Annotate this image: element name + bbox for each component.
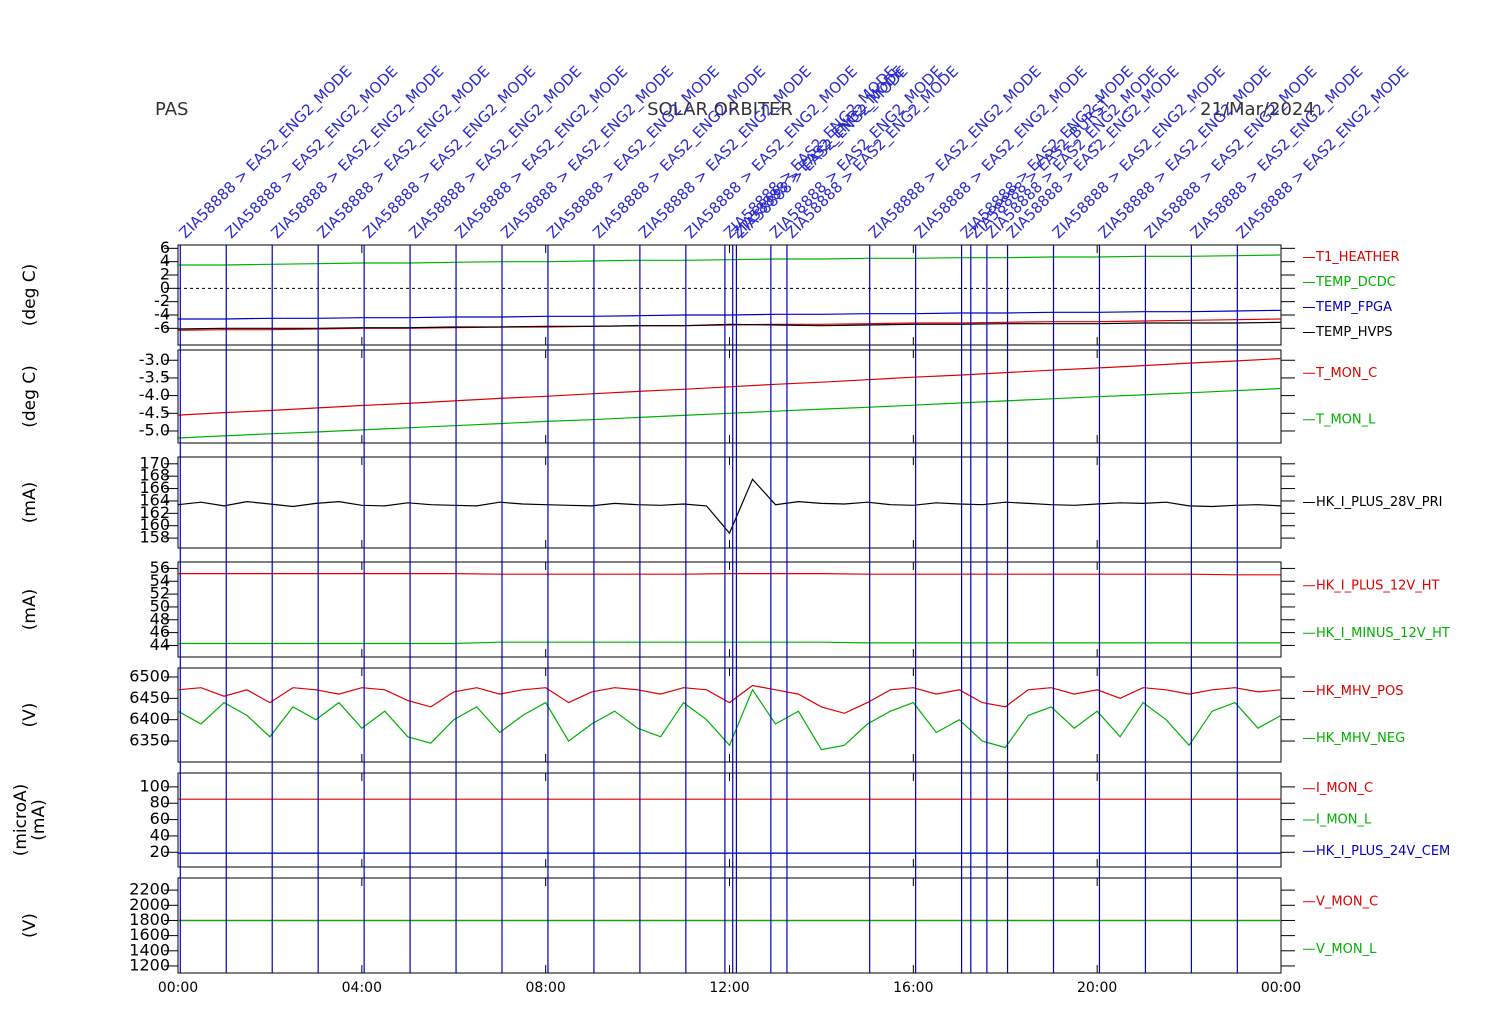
series-line bbox=[178, 309, 1282, 320]
y-tick-label: 6 bbox=[160, 238, 170, 257]
legend-label: HK_I_PLUS_24V_CEM bbox=[1316, 844, 1450, 859]
header-center: SOLAR ORBITER bbox=[647, 99, 793, 120]
series-line bbox=[178, 573, 1281, 576]
y-tick-label: 4 bbox=[160, 251, 170, 270]
y-tick-label: 2000 bbox=[129, 895, 170, 914]
header-right: 21/Mar/2024 bbox=[1200, 99, 1315, 120]
y-axis-label: (microA) bbox=[11, 784, 31, 857]
series-line bbox=[177, 357, 1282, 416]
legend-label: I_MON_L bbox=[1316, 813, 1372, 828]
y-tick-label: -4.0 bbox=[139, 385, 170, 404]
series-line bbox=[178, 254, 1282, 266]
y-tick-label: 44 bbox=[150, 635, 170, 654]
y-tick-label: 100 bbox=[139, 776, 170, 795]
legend-label: TEMP_DCDC bbox=[1315, 275, 1396, 290]
legend-label: T_MON_C bbox=[1315, 366, 1377, 381]
y-tick-label: 80 bbox=[150, 793, 170, 812]
y-axis-label: (mA) bbox=[29, 799, 49, 840]
y-tick-label: 162 bbox=[139, 503, 170, 522]
y-tick-label: 48 bbox=[150, 609, 170, 628]
y-tick-label: 1800 bbox=[129, 910, 170, 929]
y-axis-label: (deg C) bbox=[20, 264, 40, 327]
y-axis-label: (deg C) bbox=[20, 365, 40, 428]
x-tick-label: 12:00 bbox=[709, 980, 749, 996]
legend-label: TEMP_HVPS bbox=[1315, 325, 1392, 340]
y-tick-label: 168 bbox=[139, 466, 170, 485]
x-tick-label: 00:00 bbox=[158, 980, 198, 996]
legend-label: HK_I_MINUS_12V_HT bbox=[1316, 626, 1450, 641]
y-tick-label: 46 bbox=[150, 622, 170, 641]
y-tick-label: -6 bbox=[154, 318, 170, 337]
x-tick-label: 00:00 bbox=[1261, 980, 1301, 996]
y-tick-label: 50 bbox=[150, 596, 170, 615]
legend-label: HK_I_PLUS_28V_PRI bbox=[1316, 495, 1442, 510]
series-line bbox=[177, 478, 1282, 535]
legend-label: V_MON_C bbox=[1316, 894, 1378, 909]
legend-label: I_MON_C bbox=[1316, 781, 1373, 796]
y-tick-label: 166 bbox=[139, 478, 170, 497]
header-left: PAS bbox=[155, 99, 188, 120]
y-tick-label: 56 bbox=[150, 558, 170, 577]
series-line bbox=[178, 641, 1281, 645]
series-line bbox=[177, 684, 1282, 714]
y-tick-label: 40 bbox=[150, 825, 170, 844]
y-tick-label: 20 bbox=[150, 842, 170, 861]
y-tick-label: -4.5 bbox=[139, 403, 170, 422]
y-tick-label: -3.0 bbox=[139, 350, 170, 369]
x-tick-label: 20:00 bbox=[1077, 980, 1117, 996]
y-axis-label: (V) bbox=[20, 913, 40, 938]
y-tick-label: 158 bbox=[139, 528, 170, 547]
y-axis-label: (mA) bbox=[20, 482, 40, 523]
y-tick-label: 1600 bbox=[129, 925, 170, 944]
y-tick-label: 54 bbox=[150, 571, 170, 590]
x-tick-label: 16:00 bbox=[893, 980, 933, 996]
series-line bbox=[177, 321, 1282, 330]
y-tick-label: 60 bbox=[150, 809, 170, 828]
y-tick-label: -3.5 bbox=[139, 367, 170, 386]
y-tick-label: 160 bbox=[139, 515, 170, 534]
y-tick-label: 52 bbox=[150, 584, 170, 603]
y-tick-label: 164 bbox=[139, 490, 170, 509]
y-tick-label: 170 bbox=[139, 453, 170, 472]
legend-label: T1_HEATHER bbox=[1315, 250, 1400, 265]
x-tick-label: 08:00 bbox=[525, 980, 565, 996]
panel-frame bbox=[177, 667, 1282, 763]
y-tick-label: 1200 bbox=[129, 955, 170, 974]
y-tick-label: 1400 bbox=[129, 940, 170, 959]
y-tick-label: 0 bbox=[160, 278, 170, 297]
legend-label: TEMP_FPGA bbox=[1315, 300, 1392, 315]
y-axis-label: (V) bbox=[20, 703, 40, 728]
legend-label: V_MON_L bbox=[1316, 942, 1377, 957]
series-line bbox=[177, 688, 1282, 751]
y-tick-label: 2 bbox=[160, 265, 170, 284]
y-tick-label: 2200 bbox=[129, 880, 170, 899]
y-axis-label: (mA) bbox=[20, 589, 40, 630]
legend-label: HK_I_PLUS_12V_HT bbox=[1316, 578, 1440, 593]
x-tick-label: 04:00 bbox=[342, 980, 382, 996]
y-tick-label: 6500 bbox=[129, 666, 170, 685]
series-line bbox=[177, 387, 1282, 439]
y-tick-label: 6400 bbox=[129, 709, 170, 728]
y-tick-label: -4 bbox=[154, 305, 170, 324]
legend-label: HK_MHV_NEG bbox=[1316, 731, 1405, 746]
legend-label: T_MON_L bbox=[1315, 412, 1376, 427]
y-tick-label: 6350 bbox=[129, 731, 170, 750]
y-tick-label: -5.0 bbox=[139, 420, 170, 439]
panel-frame bbox=[177, 877, 1282, 974]
y-tick-label: 6450 bbox=[129, 688, 170, 707]
y-tick-label: -2 bbox=[154, 291, 170, 310]
legend-label: HK_MHV_POS bbox=[1316, 684, 1404, 699]
